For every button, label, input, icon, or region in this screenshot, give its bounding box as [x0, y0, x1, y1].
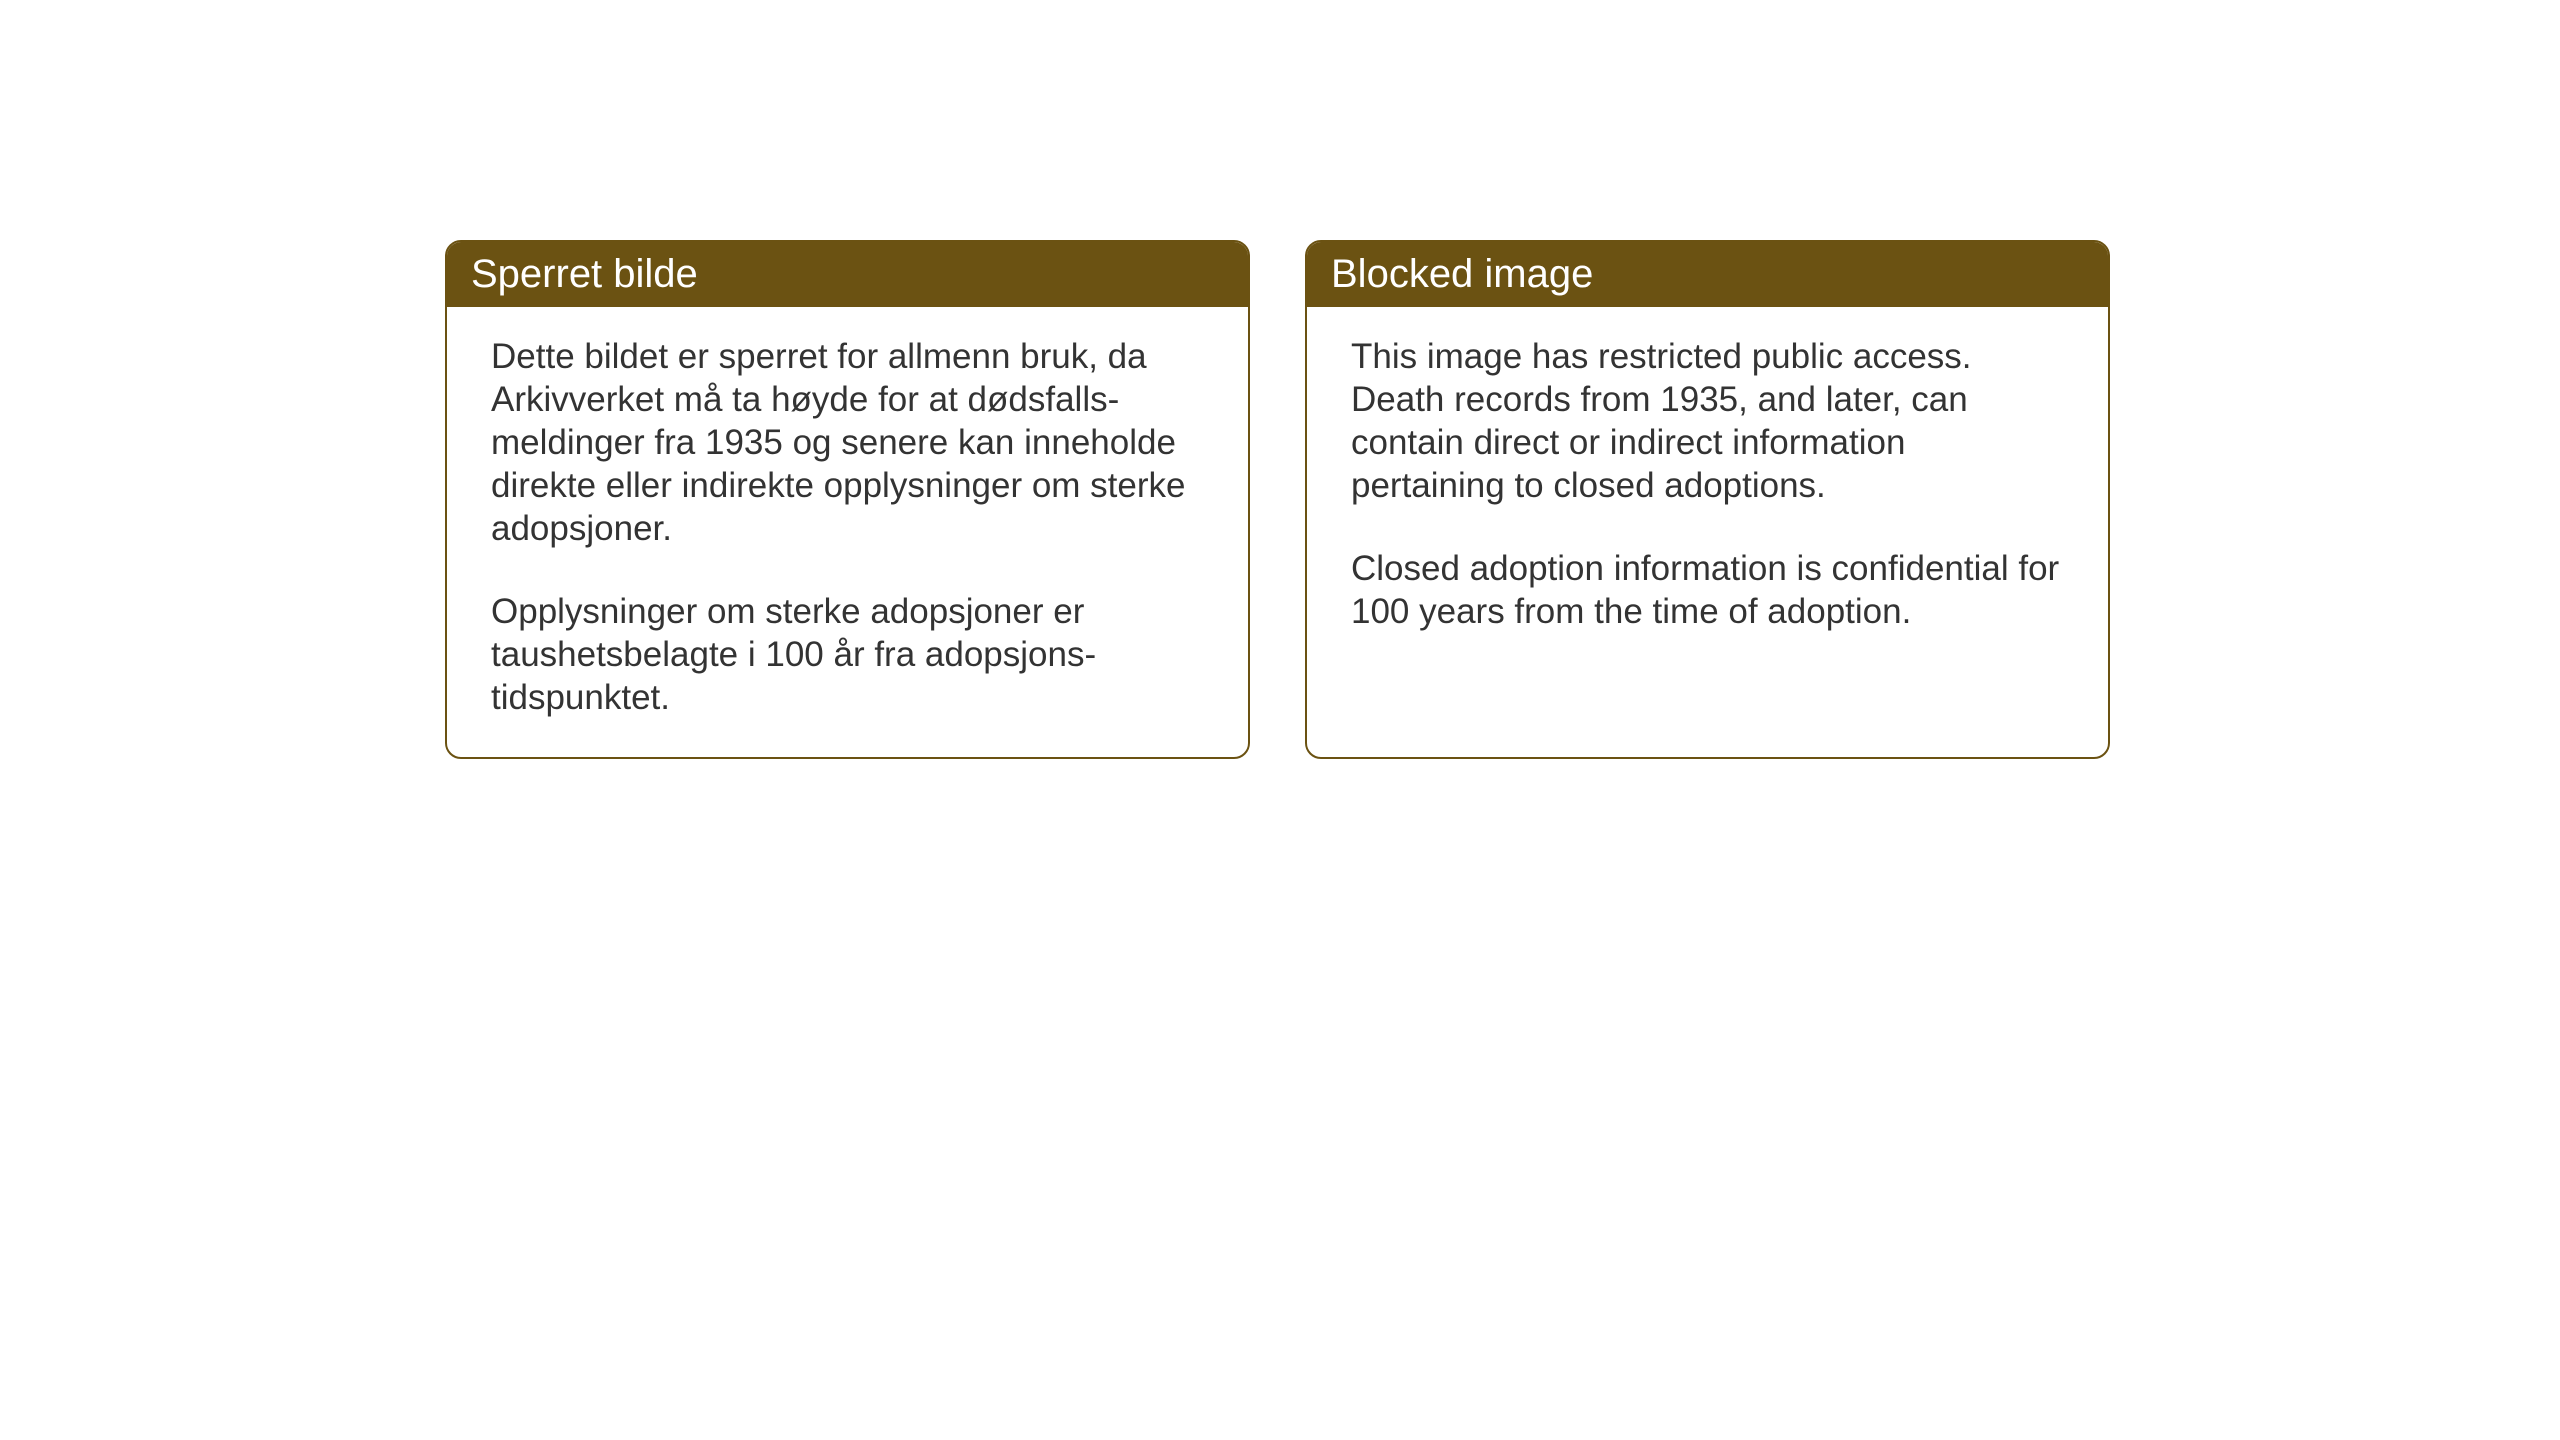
norwegian-notice-card: Sperret bilde Dette bildet er sperret fo…: [445, 240, 1250, 759]
norwegian-paragraph-1: Dette bildet er sperret for allmenn bruk…: [491, 335, 1204, 550]
english-card-title: Blocked image: [1307, 242, 2108, 307]
english-card-body: This image has restricted public access.…: [1307, 307, 2108, 747]
norwegian-card-body: Dette bildet er sperret for allmenn bruk…: [447, 307, 1248, 757]
english-paragraph-1: This image has restricted public access.…: [1351, 335, 2064, 507]
norwegian-card-title: Sperret bilde: [447, 242, 1248, 307]
norwegian-paragraph-2: Opplysninger om sterke adopsjoner er tau…: [491, 590, 1204, 719]
notice-cards-container: Sperret bilde Dette bildet er sperret fo…: [445, 240, 2110, 759]
english-notice-card: Blocked image This image has restricted …: [1305, 240, 2110, 759]
english-paragraph-2: Closed adoption information is confident…: [1351, 547, 2064, 633]
